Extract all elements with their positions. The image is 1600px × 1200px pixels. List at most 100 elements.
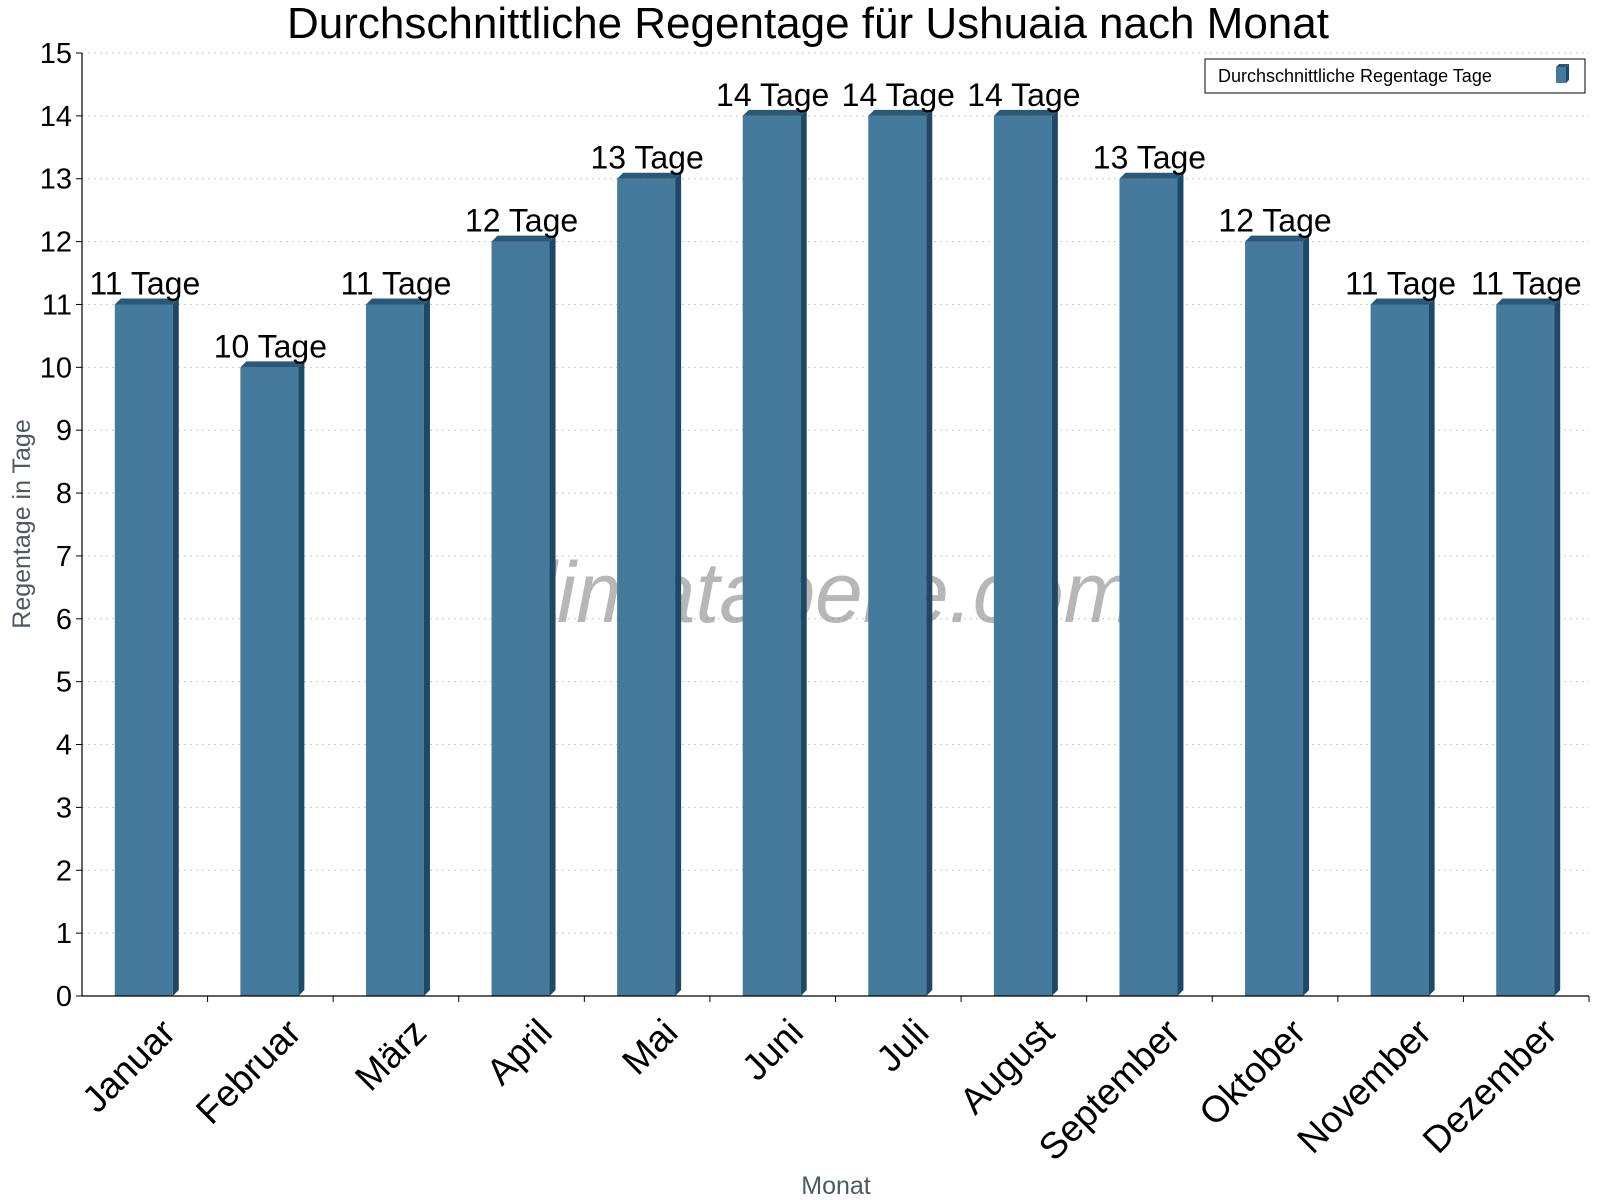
y-tick-label: 9 — [56, 415, 72, 447]
x-tick-label: August — [952, 1011, 1063, 1122]
bar-front — [993, 115, 1052, 996]
x-tick-label: Dezember — [1415, 1011, 1565, 1161]
y-tick-label: 6 — [56, 604, 72, 636]
bar-side — [1303, 235, 1310, 997]
data-label: 13 Tage — [590, 140, 703, 176]
y-tick-label: 10 — [40, 352, 72, 384]
bar-top — [868, 109, 933, 116]
data-label: 14 Tage — [716, 77, 829, 113]
bar-front — [1119, 178, 1178, 996]
bar-front — [1370, 304, 1429, 996]
bar-front — [365, 304, 424, 996]
bar-februar — [240, 361, 305, 996]
bar-front — [1496, 304, 1555, 996]
bar-november — [1370, 298, 1435, 996]
bar-side — [1177, 172, 1184, 996]
x-tick-label: Januar — [74, 1011, 183, 1120]
bar-side — [800, 109, 807, 996]
bar-top — [1496, 298, 1561, 305]
data-label: 11 Tage — [1471, 265, 1582, 301]
x-tick-label: November — [1289, 1011, 1439, 1161]
y-tick-label: 0 — [56, 981, 72, 1013]
bar-top — [993, 109, 1058, 116]
y-tick-label: 7 — [56, 541, 72, 573]
legend: Durchschnittliche Regentage Tage — [1204, 58, 1586, 94]
bar-top — [1245, 235, 1310, 242]
bar-side — [675, 172, 682, 996]
legend-label: Durchschnittliche Regentage Tage — [1218, 66, 1492, 86]
data-label: 14 Tage — [842, 77, 955, 113]
bar-juli — [868, 109, 933, 996]
y-tick-label: 8 — [56, 478, 72, 510]
bar-side — [1051, 109, 1058, 996]
y-tick-label: 15 — [40, 38, 72, 70]
x-tick-label: Juli — [868, 1011, 936, 1079]
y-tick-label: 12 — [40, 227, 72, 259]
data-label: 11 Tage — [340, 265, 451, 301]
bar-dezember — [1496, 298, 1561, 996]
bar-top — [240, 361, 305, 368]
bar-top — [742, 109, 807, 116]
x-tick-label: Mai — [614, 1011, 685, 1082]
bar-side — [423, 298, 430, 996]
bar-top — [1119, 172, 1184, 179]
bar-märz — [365, 298, 430, 996]
bar-top — [491, 235, 556, 242]
bar-september — [1119, 172, 1184, 996]
x-axis-ticks: Januar Februar März April Mai Juni Juli AugustS… — [74, 996, 1590, 1168]
bar-side — [1428, 298, 1435, 996]
bar-mai — [617, 172, 682, 996]
data-label: 12 Tage — [465, 203, 578, 239]
bar-side — [298, 361, 305, 996]
x-tick-label: März — [347, 1011, 434, 1098]
y-tick-label: 1 — [56, 918, 72, 950]
bar-front — [868, 115, 927, 996]
y-tick-label: 2 — [56, 855, 72, 887]
legend-swatch — [1556, 64, 1569, 83]
legend-swatch-top — [1556, 64, 1569, 67]
bar-front — [240, 367, 299, 996]
chart-title: Durchschnittliche Regentage für Ushuaia … — [287, 0, 1329, 48]
data-label: 12 Tage — [1218, 203, 1331, 239]
bar-januar — [114, 298, 179, 996]
x-tick-label: Juni — [734, 1011, 811, 1088]
y-axis-title: Regentage in Tage — [8, 419, 36, 628]
legend-box — [1204, 58, 1586, 94]
data-label: 14 Tage — [967, 77, 1080, 113]
bar-side — [926, 109, 933, 996]
gridlines — [82, 52, 1589, 934]
y-tick-label: 4 — [56, 730, 72, 762]
bar-top — [1370, 298, 1435, 305]
data-labels: 11 Tage 10 Tage 11 Tage 12 Tage 13 Tage 14 Ta… — [89, 77, 1581, 364]
y-tick-label: 14 — [40, 101, 72, 133]
legend-swatch-front — [1556, 67, 1566, 83]
data-label: 11 Tage — [89, 265, 200, 301]
bar-side — [172, 298, 179, 996]
bar-front — [1245, 241, 1304, 997]
x-tick-label: April — [479, 1011, 560, 1092]
bar-side — [549, 235, 556, 997]
bar-front — [491, 241, 550, 997]
legend-swatch-side — [1566, 64, 1569, 83]
bar-front — [617, 178, 676, 996]
x-tick-label: Februar — [188, 1011, 309, 1132]
data-label: 13 Tage — [1093, 140, 1206, 176]
y-tick-label: 13 — [40, 164, 72, 196]
axes — [81, 53, 1589, 997]
bar-oktober — [1245, 235, 1310, 997]
x-tick-label: Oktober — [1191, 1011, 1313, 1133]
bar-side — [1554, 298, 1561, 996]
x-axis-title: Monat — [801, 1172, 871, 1200]
y-tick-label: 5 — [56, 667, 72, 699]
bar-top — [617, 172, 682, 179]
bar-april — [491, 235, 556, 997]
bar-august — [993, 109, 1058, 996]
bar-top — [114, 298, 179, 305]
bar-juni — [742, 109, 807, 996]
data-label: 10 Tage — [214, 328, 327, 364]
bar-front — [742, 115, 801, 996]
bars — [114, 109, 1561, 997]
